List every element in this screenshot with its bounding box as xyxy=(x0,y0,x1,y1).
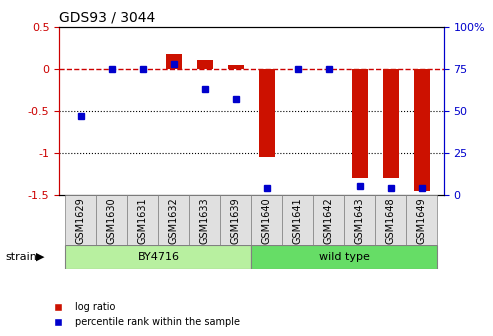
Text: GSM1633: GSM1633 xyxy=(200,198,210,244)
Bar xyxy=(259,69,275,157)
FancyBboxPatch shape xyxy=(251,195,282,245)
Text: GSM1632: GSM1632 xyxy=(169,198,179,244)
Text: GSM1642: GSM1642 xyxy=(324,198,334,244)
Text: wild type: wild type xyxy=(319,252,370,262)
Text: GSM1640: GSM1640 xyxy=(262,198,272,244)
Text: GSM1641: GSM1641 xyxy=(293,198,303,244)
Text: BY4716: BY4716 xyxy=(138,252,179,262)
Legend: log ratio, percentile rank within the sample: log ratio, percentile rank within the sa… xyxy=(44,298,245,331)
FancyBboxPatch shape xyxy=(251,245,437,269)
Text: GDS93 / 3044: GDS93 / 3044 xyxy=(59,10,155,24)
Bar xyxy=(383,69,399,178)
Text: GSM1648: GSM1648 xyxy=(386,198,396,244)
Bar xyxy=(352,69,368,178)
Text: GSM1630: GSM1630 xyxy=(107,198,117,244)
FancyBboxPatch shape xyxy=(158,195,189,245)
FancyBboxPatch shape xyxy=(127,195,158,245)
FancyBboxPatch shape xyxy=(282,195,314,245)
FancyBboxPatch shape xyxy=(189,195,220,245)
FancyBboxPatch shape xyxy=(345,195,376,245)
Text: GSM1643: GSM1643 xyxy=(355,198,365,244)
Bar xyxy=(166,54,181,69)
FancyBboxPatch shape xyxy=(376,195,407,245)
FancyBboxPatch shape xyxy=(314,195,345,245)
Bar xyxy=(197,60,212,69)
FancyBboxPatch shape xyxy=(66,245,251,269)
FancyBboxPatch shape xyxy=(96,195,127,245)
Text: strain: strain xyxy=(5,252,37,262)
Text: GSM1631: GSM1631 xyxy=(138,198,148,244)
Text: GSM1649: GSM1649 xyxy=(417,198,427,244)
Text: ▶: ▶ xyxy=(35,252,44,262)
FancyBboxPatch shape xyxy=(407,195,437,245)
FancyBboxPatch shape xyxy=(66,195,96,245)
FancyBboxPatch shape xyxy=(220,195,251,245)
Bar xyxy=(414,69,430,191)
Text: GSM1629: GSM1629 xyxy=(76,198,86,244)
Text: GSM1639: GSM1639 xyxy=(231,198,241,244)
Bar xyxy=(228,65,244,69)
